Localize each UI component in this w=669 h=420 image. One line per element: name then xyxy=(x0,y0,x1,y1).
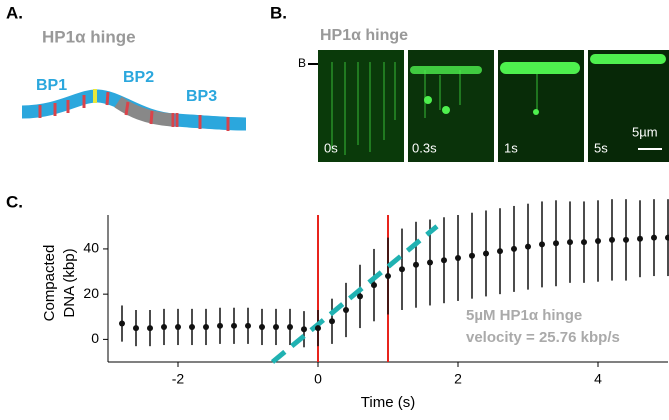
panel-letter: A. xyxy=(6,3,23,22)
dna-diagram xyxy=(21,89,247,131)
data-point xyxy=(441,257,447,264)
data-point xyxy=(161,323,167,330)
data-point xyxy=(469,252,475,259)
data-point xyxy=(301,326,307,333)
frame-label: 0.3s xyxy=(412,140,437,155)
x-axis-label: Time (s) xyxy=(361,394,415,411)
data-point xyxy=(217,322,223,329)
y-tick-label: 20 xyxy=(83,285,99,301)
x-tick-label: 4 xyxy=(594,371,602,387)
scale-bar-label: 5µm xyxy=(632,124,658,139)
data-point xyxy=(511,245,517,252)
data-point xyxy=(175,323,181,330)
data-point xyxy=(623,236,629,243)
panel-title: HP1α hinge xyxy=(42,27,136,46)
data-point xyxy=(245,322,251,329)
data-point xyxy=(539,241,545,248)
frame-label: 0s xyxy=(324,140,338,155)
data-point xyxy=(609,236,615,243)
region-label: BP1 xyxy=(36,77,67,94)
data-point xyxy=(455,254,461,261)
data-point xyxy=(553,240,559,247)
data-point xyxy=(329,318,335,325)
kymograph-frames xyxy=(318,50,669,162)
panel-letter: C. xyxy=(6,192,23,211)
data-point xyxy=(273,323,279,330)
data-point xyxy=(399,266,405,273)
region-label: BP2 xyxy=(123,69,154,86)
data-point xyxy=(427,259,433,266)
data-point xyxy=(259,323,265,330)
y-axis-label: DNA (kbp) xyxy=(61,248,78,317)
x-tick-label: 2 xyxy=(454,371,462,387)
data-point xyxy=(581,239,587,246)
data-point xyxy=(189,323,195,330)
panel-title: HP1α hinge xyxy=(320,27,408,44)
data-point xyxy=(567,239,573,246)
data-point xyxy=(665,234,669,241)
data-point xyxy=(483,250,489,257)
annotation: velocity = 25.76 kbp/s xyxy=(466,329,620,346)
data-point xyxy=(203,323,209,330)
x-tick-label: -2 xyxy=(172,371,185,387)
data-point xyxy=(651,234,657,241)
fit-line xyxy=(270,224,439,364)
data-point xyxy=(371,282,377,289)
side-label: B xyxy=(298,56,306,70)
data-point xyxy=(525,243,531,250)
x-tick-label: 0 xyxy=(314,371,322,387)
region-label: BP3 xyxy=(186,88,217,105)
frame-label: 1s xyxy=(504,140,518,155)
frame-label: 5s xyxy=(594,140,608,155)
y-tick-label: 40 xyxy=(83,240,99,256)
data-point xyxy=(357,293,363,300)
data-point xyxy=(231,322,237,329)
data-point xyxy=(385,273,391,280)
y-tick-label: 0 xyxy=(91,330,99,346)
data-point xyxy=(637,235,643,242)
data-point xyxy=(343,306,349,313)
data-point xyxy=(287,323,293,330)
data-point xyxy=(147,325,153,332)
annotation: 5µM HP1α hinge xyxy=(466,307,582,324)
y-axis-label: Compacted xyxy=(41,245,58,322)
data-point xyxy=(595,238,601,245)
panel-letter: B. xyxy=(270,3,287,22)
data-point xyxy=(497,248,503,255)
data-point xyxy=(413,261,419,268)
data-point xyxy=(119,320,125,327)
data-point xyxy=(133,325,139,332)
data-point xyxy=(315,325,321,332)
